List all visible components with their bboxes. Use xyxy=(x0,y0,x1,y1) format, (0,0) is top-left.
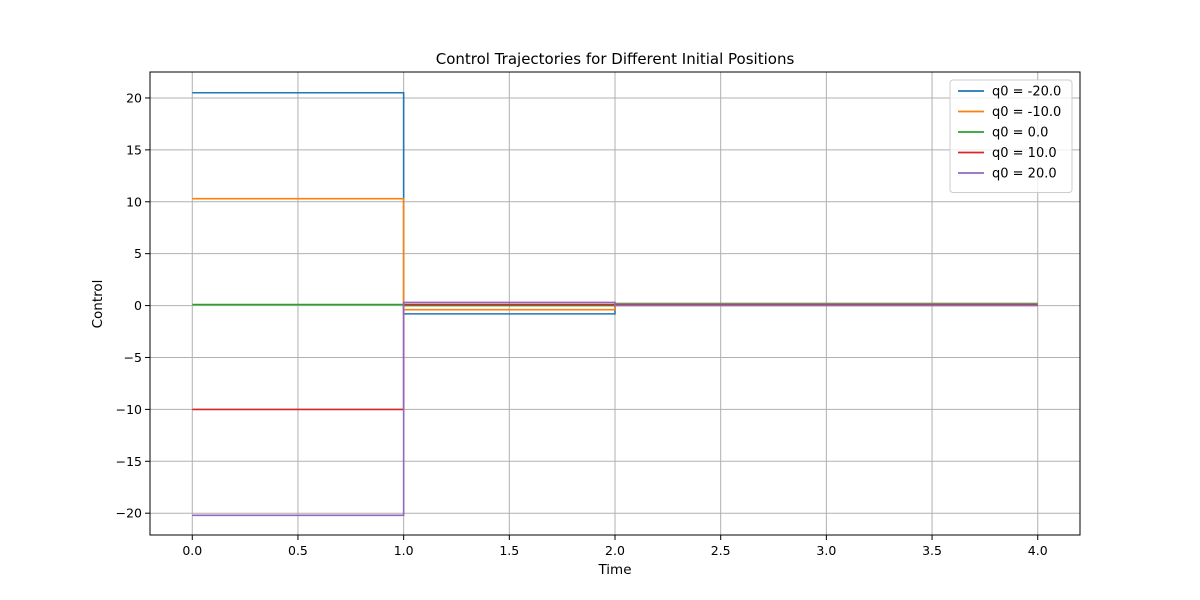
x-tick-label: 2.5 xyxy=(711,543,731,558)
series-group xyxy=(192,91,1038,517)
y-ticks: −20 −15 −10 −5 0 5 10 15 20 xyxy=(116,90,150,521)
legend-entry: q0 = 20.0 xyxy=(992,167,1057,182)
y-tick-label: −5 xyxy=(124,350,142,365)
legend-entry: q0 = 10.0 xyxy=(992,146,1057,161)
y-tick-label: 15 xyxy=(126,142,142,157)
legend: q0 = -20.0 q0 = -10.0 q0 = 0.0 q0 = 10.0 q0 … xyxy=(949,79,1073,193)
legend-entry: q0 = -10.0 xyxy=(992,105,1061,120)
x-tick-label: 0.0 xyxy=(182,543,202,558)
legend-entry: q0 = 0.0 xyxy=(992,126,1048,141)
y-axis-label: Control xyxy=(90,280,106,329)
y-tick-label: 5 xyxy=(134,246,142,261)
y-tick-label: −10 xyxy=(116,402,142,417)
x-axis-label: Time xyxy=(597,562,631,578)
chart-title: Control Trajectories for Different Initi… xyxy=(436,50,795,68)
x-tick-label: 1.5 xyxy=(499,543,519,558)
legend-box xyxy=(949,79,1073,193)
x-tick-label: 4.0 xyxy=(1028,543,1048,558)
x-tick-label: 0.5 xyxy=(288,543,308,558)
x-ticks: 0.0 0.5 1.0 1.5 2.0 2.5 3.0 3.5 4.0 xyxy=(182,535,1048,558)
series-line-5 xyxy=(192,301,1038,517)
y-tick-label: 20 xyxy=(126,90,142,105)
y-tick-label: 0 xyxy=(134,298,142,313)
x-tick-label: 3.5 xyxy=(922,543,942,558)
x-tick-label: 2.0 xyxy=(605,543,625,558)
y-tick-label: −15 xyxy=(116,454,142,469)
y-tick-label: 10 xyxy=(126,194,142,209)
x-tick-label: 1.0 xyxy=(394,543,414,558)
y-tick-label: −20 xyxy=(116,506,142,521)
x-tick-label: 3.0 xyxy=(816,543,836,558)
legend-entry: q0 = -20.0 xyxy=(992,85,1061,100)
